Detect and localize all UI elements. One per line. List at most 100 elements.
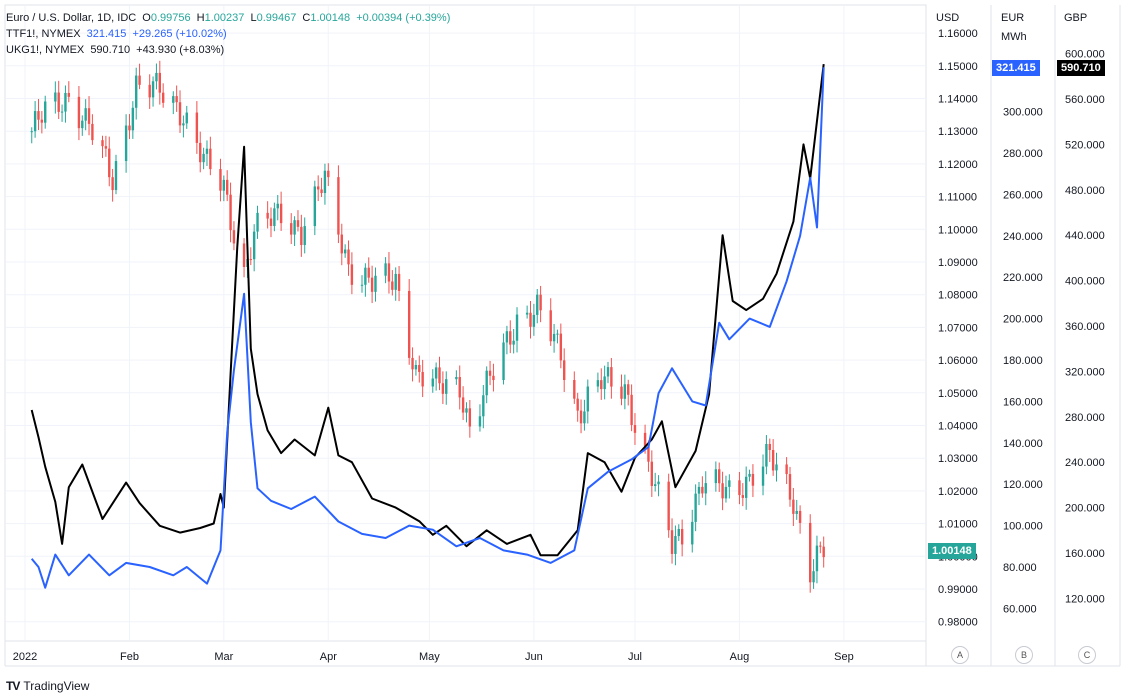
eurusd-candle-body	[337, 177, 340, 235]
legend-ukg: UKG1!, NYMEX 590.710 +43.930 (+8.03%)	[6, 42, 453, 58]
eurusd-candle-body	[536, 294, 539, 315]
eurusd-candle-body	[728, 480, 731, 487]
tradingview-brand[interactable]: TV TradingView	[6, 679, 89, 693]
legend-low: 0.99467	[256, 12, 297, 24]
x-tick-label: Mar	[214, 651, 233, 663]
axis-button-c[interactable]: C	[1078, 646, 1096, 664]
eurusd-candle-body	[316, 186, 320, 190]
eurusd-candle-body	[809, 522, 812, 583]
eurusd-candle-body	[445, 379, 448, 394]
eurusd-candle-body	[502, 342, 505, 381]
usd-tick-label: 1.01000	[938, 519, 978, 531]
ukg-series-line	[30, 63, 825, 557]
axis-button-a[interactable]: A	[951, 646, 969, 664]
eurusd-candle-body	[360, 284, 364, 286]
eurusd-candle-body	[30, 131, 33, 133]
eur-tick-label: 260.000	[1003, 189, 1043, 201]
eurusd-candle-body	[549, 310, 552, 342]
eurusd-candle-body	[677, 528, 680, 537]
eurusd-candle-body	[768, 443, 771, 450]
eur-axis-header: EUR	[1001, 12, 1025, 24]
usd-tick-label: 1.03000	[938, 453, 978, 465]
eur-tick-label: 160.000	[1003, 396, 1043, 408]
eurusd-candle-body	[108, 148, 111, 178]
eurusd-candle-body	[539, 294, 542, 311]
gbp-tick-label: 280.000	[1065, 412, 1105, 424]
legend-eurusd-name: Euro / U.S. Dollar, 1D, IDC	[6, 12, 137, 24]
tradingview-name: TradingView	[23, 679, 90, 693]
eurusd-candle-body	[370, 277, 374, 292]
eurusd-candle-body	[798, 510, 802, 523]
eur-tick-label: 240.000	[1003, 231, 1043, 243]
eurusd-candle-body	[151, 81, 155, 98]
eurusd-candle-body	[691, 521, 694, 545]
eurusd-candle-body	[33, 111, 37, 132]
eurusd-candle-body	[505, 331, 509, 343]
legend-ttf: TTF1!, NYMEX 321.415 +29.265 (+10.02%)	[6, 26, 453, 42]
eurusd-candle-body	[202, 153, 205, 163]
gbp-tick-label: 520.000	[1065, 139, 1105, 151]
axis-button-b[interactable]: B	[1015, 646, 1033, 664]
eurusd-candle-body	[785, 464, 788, 475]
gbp-tick-label: 560.000	[1065, 94, 1105, 106]
usd-tick-label: 1.10000	[938, 224, 978, 236]
eurusd-candle-body	[563, 360, 566, 381]
eurusd-candle-body	[468, 408, 472, 427]
x-tick-label: Feb	[120, 651, 139, 663]
gbp-tick-label: 120.000	[1065, 593, 1105, 605]
eurusd-candle-body	[128, 125, 131, 131]
legend-low-label: L	[250, 12, 257, 24]
eurusd-candle-body	[461, 397, 465, 413]
eurusd-candle-body	[596, 380, 600, 387]
gbp-tick-label: 240.000	[1065, 457, 1105, 469]
usd-axis-header: USD	[936, 12, 960, 24]
eurusd-candle-body	[606, 367, 610, 377]
usd-tick-label: 1.16000	[938, 28, 978, 40]
eurusd-candle-body	[367, 267, 370, 278]
eurusd-candle-body	[138, 75, 141, 85]
tradingview-logo-icon: TV	[6, 679, 20, 693]
usd-tick-label: 1.12000	[938, 159, 978, 171]
eurusd-candle-body	[650, 461, 654, 486]
usd-tick-label: 1.09000	[938, 257, 978, 269]
usd-tick-label: 1.14000	[938, 94, 978, 106]
x-tick-label: Jun	[525, 651, 543, 663]
x-tick-label: Apr	[320, 651, 337, 663]
eurusd-candle-body	[84, 108, 87, 121]
eur-tick-label: 200.000	[1003, 314, 1043, 326]
eurusd-candle-body	[458, 376, 461, 398]
eurusd-candle-body	[583, 411, 586, 424]
eurusd-candle-body	[81, 120, 84, 129]
eurusd-candle-body	[441, 383, 445, 394]
eurusd-candle-body	[347, 249, 350, 265]
eurusd-candle-body	[148, 84, 151, 98]
eurusd-candle-body	[175, 96, 178, 103]
eurusd-candle-body	[600, 380, 603, 390]
eurusd-candle-body	[350, 264, 354, 285]
eurusd-candle-body	[67, 92, 71, 97]
eurusd-candle-body	[509, 331, 512, 345]
eurusd-candle-body	[478, 416, 482, 427]
ukg-price-tag: 590.710	[1057, 60, 1105, 76]
eurusd-candle-body	[741, 495, 745, 498]
usd-tick-label: 1.15000	[938, 61, 978, 73]
eurusd-candle-body	[512, 340, 515, 345]
eurusd-candle-body	[364, 267, 367, 285]
gbp-tick-label: 320.000	[1065, 366, 1105, 378]
x-tick-label: Aug	[730, 651, 750, 663]
gbp-tick-label: 200.000	[1065, 503, 1105, 515]
eurusd-candle-body	[327, 170, 330, 178]
eurusd-candle-body	[529, 312, 532, 327]
eurusd-candle-body	[77, 96, 81, 129]
eurusd-candle-body	[232, 230, 236, 244]
gbp-tick-label: 360.000	[1065, 321, 1105, 333]
eur-tick-label: 300.000	[1003, 107, 1043, 119]
eurusd-candle-body	[172, 96, 175, 103]
eurusd-candle-body	[485, 370, 488, 396]
eurusd-candle-body	[155, 72, 158, 82]
legend-open: 0.99756	[150, 12, 191, 24]
eurusd-candle-body	[657, 481, 660, 485]
eurusd-candle-body	[630, 394, 633, 426]
legend-ukg-value: 590.710	[90, 44, 131, 56]
